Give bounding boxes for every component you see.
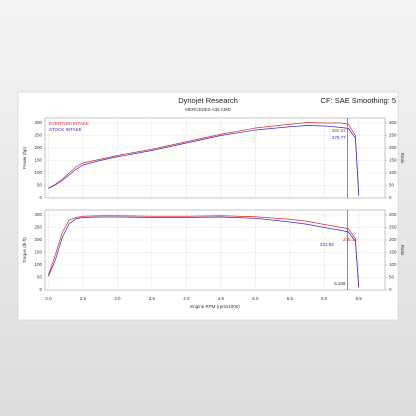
x-tick-label: 5.0 — [252, 296, 259, 301]
y-axis-label: Torque (lb-ft) — [22, 237, 27, 263]
y2-tick-label: 0 — [389, 287, 392, 292]
x-axis-label: Engine RPM (rpmx1000) — [190, 304, 240, 309]
y-tick-label: 300 — [34, 212, 42, 217]
y2-tick-label: 250 — [389, 133, 397, 138]
y2-axis-label: Ratio — [400, 153, 405, 164]
x-tick-label: 4.5 — [218, 296, 225, 301]
annotation: 231.93 — [320, 242, 334, 247]
chart-title: Dynojet Research — [178, 96, 238, 105]
x-tick-label: 6.5 — [356, 296, 363, 301]
annotation: 245.14 — [343, 237, 357, 242]
y2-tick-label: 300 — [389, 212, 397, 217]
annotation: 300.52 — [332, 128, 346, 133]
settings: CF: SAE Smoothing: 5 — [321, 96, 396, 105]
y2-tick-label: 100 — [389, 170, 397, 175]
y2-tick-label: 50 — [389, 183, 395, 188]
x-tick-label: 2.5 — [80, 296, 87, 301]
y-tick-label: 50 — [37, 183, 43, 188]
y-tick-label: 0 — [39, 287, 42, 292]
x-tick-label: 4.0 — [183, 296, 190, 301]
y2-tick-label: 150 — [389, 250, 397, 255]
cursor-label: 6.336 — [334, 281, 346, 286]
y-tick-label: 150 — [34, 250, 42, 255]
y-tick-label: 150 — [34, 158, 42, 163]
x-tick-label: 2.0 — [45, 296, 52, 301]
x-tick-label: 5.5 — [287, 296, 294, 301]
y2-tick-label: 200 — [389, 145, 397, 150]
annotation: 279.77 — [332, 135, 346, 140]
y-tick-label: 300 — [34, 120, 42, 125]
y2-tick-label: 50 — [389, 275, 395, 280]
y-tick-label: 250 — [34, 225, 42, 230]
y-tick-label: 0 — [39, 195, 42, 200]
plot-area — [44, 117, 386, 199]
legend-entry: EVENTURI INTAKE — [49, 121, 89, 126]
y-tick-label: 250 — [34, 133, 42, 138]
y2-tick-label: 100 — [389, 262, 397, 267]
series-line — [48, 216, 360, 288]
series-line — [48, 215, 360, 288]
y-tick-label: 100 — [34, 262, 42, 267]
y2-tick-label: 250 — [389, 225, 397, 230]
legend-entry: STOCK INTAKE — [49, 127, 82, 132]
x-tick-label: 3.0 — [114, 296, 121, 301]
series-line — [48, 125, 360, 196]
y-tick-label: 50 — [37, 275, 43, 280]
x-tick-label: 3.5 — [149, 296, 156, 301]
series-line — [48, 122, 360, 196]
plot-area — [44, 209, 386, 291]
y2-tick-label: 200 — [389, 237, 397, 242]
x-tick-label: 6.0 — [321, 296, 328, 301]
y2-tick-label: 0 — [389, 195, 392, 200]
subtitle: MERCEDES A35 AMD — [185, 107, 231, 112]
y-tick-label: 200 — [34, 237, 42, 242]
y-axis-label: Power (hp) — [22, 146, 27, 169]
y-tick-label: 100 — [34, 170, 42, 175]
y2-axis-label: Ratio — [400, 245, 405, 256]
y2-tick-label: 150 — [389, 158, 397, 163]
y2-tick-label: 300 — [389, 120, 397, 125]
y-tick-label: 200 — [34, 145, 42, 150]
